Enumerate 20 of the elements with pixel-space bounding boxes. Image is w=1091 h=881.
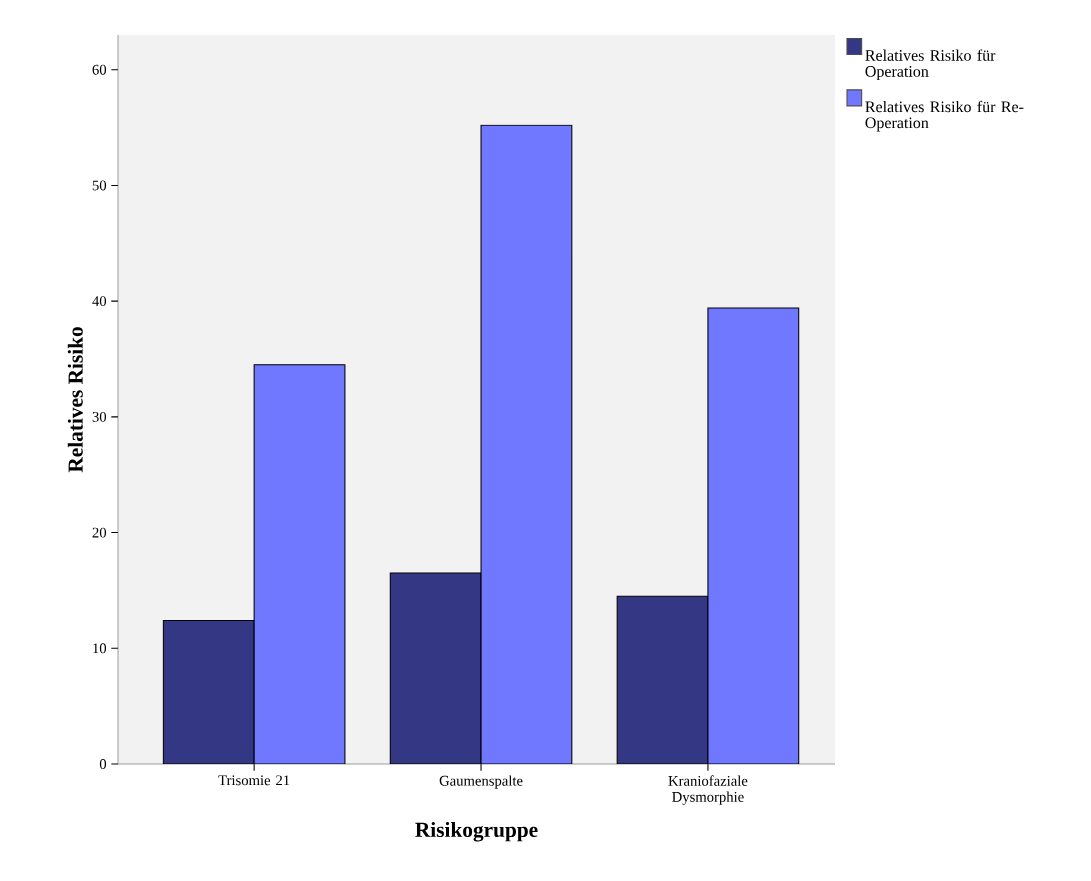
x-tick-label: Trisomie 21: [218, 775, 290, 786]
bar: [616, 595, 709, 764]
y-tick-label: 40: [92, 296, 107, 307]
y-tick-label: 20: [92, 527, 107, 538]
y-tick-label: 30: [92, 411, 107, 422]
y-tick-label: 10: [93, 643, 107, 654]
y-tick-label: 50: [92, 180, 107, 191]
y-tick-label: 0: [99, 759, 107, 769]
bar: [389, 572, 482, 764]
legend-label: Relatives Risiko für Re-Operation: [865, 100, 1024, 132]
y-axis-title: Relatives Risiko: [67, 327, 83, 473]
legend-label: Relatives Risiko für Operation: [865, 49, 996, 81]
x-tick-label: Kraniofaziale Dysmorphie: [668, 775, 748, 805]
y-tick-label: 60: [92, 64, 107, 75]
bar: [707, 307, 800, 764]
bar: [162, 619, 255, 764]
x-axis-title: Risikogruppe: [415, 822, 538, 842]
x-tick-label: Gaumenspalte: [439, 775, 523, 789]
bar: [480, 124, 573, 764]
bar: [253, 364, 346, 764]
